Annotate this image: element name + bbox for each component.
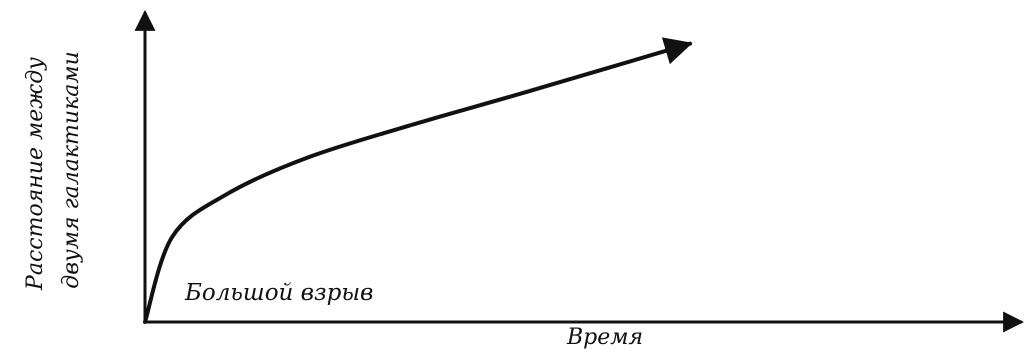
growth-curve-line [143,37,693,324]
y-axis-label-line2: двумя галактиками [59,51,84,289]
big-bang-annotation: Большой взрыв [184,280,373,306]
y-axis-label: Расстояние между двумя галактиками [23,50,84,291]
x-axis-label: Время [566,325,643,350]
y-axis-label-line1: Расстояние между [23,57,48,291]
